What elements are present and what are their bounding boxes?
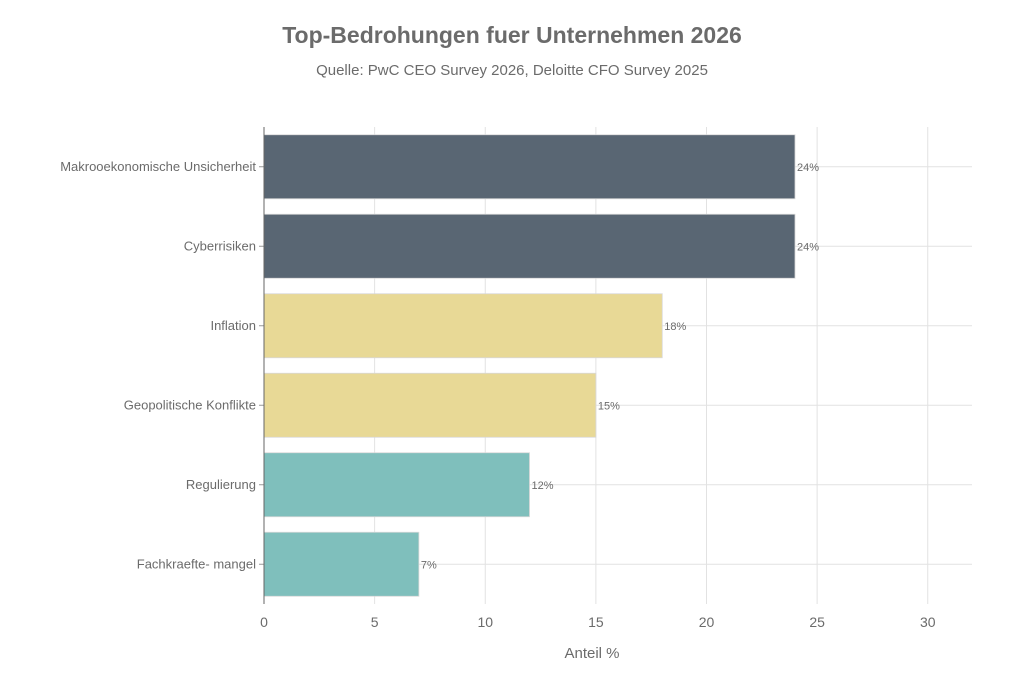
bar	[263, 293, 663, 359]
y-tick-label: Fachkraefte- mangel	[137, 556, 256, 571]
x-tick-label: 25	[809, 614, 825, 630]
data-label: 18%	[664, 321, 686, 333]
bar	[263, 452, 530, 518]
bar	[263, 213, 796, 279]
x-tick-label: 5	[371, 614, 379, 630]
x-tick-label: 30	[920, 614, 936, 630]
data-label: 7%	[421, 559, 437, 571]
y-tick-label: Inflation	[210, 318, 256, 333]
data-label: 15%	[598, 400, 620, 412]
x-axis-label: Anteil %	[564, 645, 619, 662]
y-tick-label: Cyberrisiken	[184, 238, 256, 253]
x-tick-label: 0	[260, 614, 268, 630]
x-tick-label: 15	[588, 614, 604, 630]
x-tick-label: 10	[477, 614, 493, 630]
bar	[263, 531, 420, 597]
x-tick-label: 20	[699, 614, 715, 630]
y-tick-label: Makrooekonomische Unsicherheit	[60, 159, 256, 174]
data-label: 12%	[532, 480, 554, 492]
bar	[263, 134, 796, 200]
y-tick-label: Geopolitische Konflikte	[124, 397, 256, 412]
bar	[263, 372, 597, 438]
chart-subtitle: Quelle: PwC CEO Survey 2026, Deloitte CF…	[316, 62, 708, 79]
data-label: 24%	[797, 241, 819, 253]
y-tick-label: Regulierung	[186, 477, 256, 492]
data-label: 24%	[797, 162, 819, 174]
chart-title: Top-Bedrohungen fuer Unternehmen 2026	[282, 22, 742, 48]
